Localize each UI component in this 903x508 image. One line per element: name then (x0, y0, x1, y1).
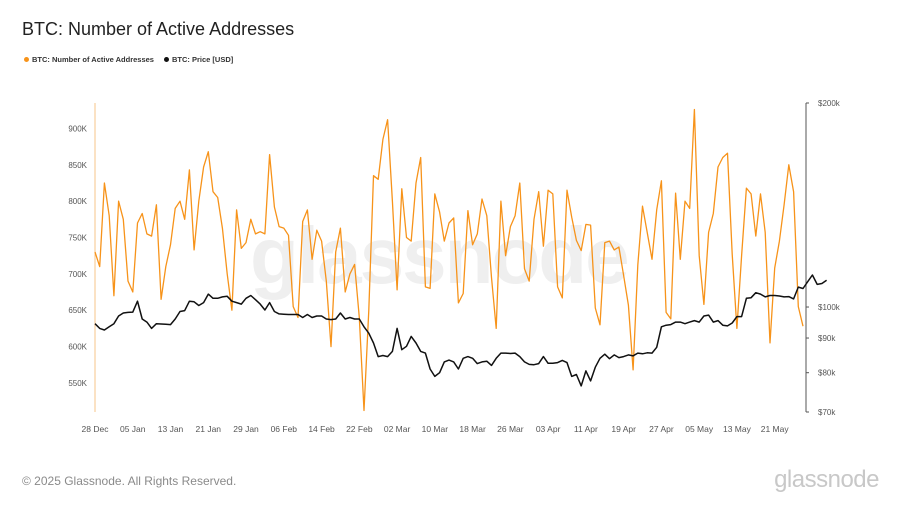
x-tick-label: 13 Jan (158, 424, 184, 434)
legend-item-price[interactable]: BTC: Price [USD] (163, 55, 234, 64)
brand-logo: glassnode (774, 466, 879, 493)
x-tick-label: 29 Jan (233, 424, 259, 434)
y-right-tick-label: $200k (818, 99, 841, 108)
legend-label: BTC: Price [USD] (171, 55, 234, 64)
y-left-tick-label: 600K (68, 343, 87, 352)
x-tick-label: 21 Jan (196, 424, 222, 434)
y-left-tick-label: 700K (68, 270, 87, 279)
x-tick-label: 05 Jan (120, 424, 146, 434)
copyright-footer: © 2025 Glassnode. All Rights Reserved. (22, 474, 237, 488)
x-tick-label: 02 Mar (384, 424, 411, 434)
y-left-tick-label: 650K (68, 306, 87, 315)
x-tick-label: 27 Apr (649, 424, 674, 434)
x-tick-label: 28 Dec (82, 424, 110, 434)
y-left-tick-label: 550K (68, 379, 87, 388)
x-tick-label: 13 May (723, 424, 752, 434)
x-tick-label: 22 Feb (346, 424, 373, 434)
y-right-tick-label: $90k (818, 334, 836, 343)
y-left-tick-label: 850K (68, 161, 87, 170)
y-left-tick-label: 750K (68, 234, 87, 243)
x-tick-label: 26 Mar (497, 424, 524, 434)
x-tick-label: 05 May (685, 424, 714, 434)
y-right-tick-label: $80k (818, 369, 836, 378)
x-tick-label: 10 Mar (422, 424, 449, 434)
legend-dot-black-icon (163, 57, 169, 62)
y-left-tick-label: 800K (68, 197, 87, 206)
y-left-tick-label: 900K (68, 124, 87, 133)
x-tick-label: 03 Apr (536, 424, 561, 434)
series-line-active-addresses (94, 108, 804, 412)
y-right-tick-label: $100k (818, 303, 841, 312)
x-tick-label: 21 May (761, 424, 790, 434)
legend: BTC: Number of Active Addresses BTC: Pri… (24, 55, 233, 64)
x-tick-label: 14 Feb (308, 424, 335, 434)
chart-title: BTC: Number of Active Addresses (22, 19, 295, 39)
legend-label: BTC: Number of Active Addresses (32, 55, 154, 64)
y-right-tick-label: $70k (818, 408, 836, 417)
legend-item-active-addresses[interactable]: BTC: Number of Active Addresses (24, 55, 154, 64)
x-tick-label: 19 Apr (611, 424, 636, 434)
x-tick-label: 18 Mar (459, 424, 486, 434)
series-line-price (94, 274, 828, 387)
x-tick-label: 06 Feb (271, 424, 298, 434)
legend-dot-orange-icon (24, 57, 29, 62)
x-tick-label: 11 Apr (574, 424, 598, 434)
